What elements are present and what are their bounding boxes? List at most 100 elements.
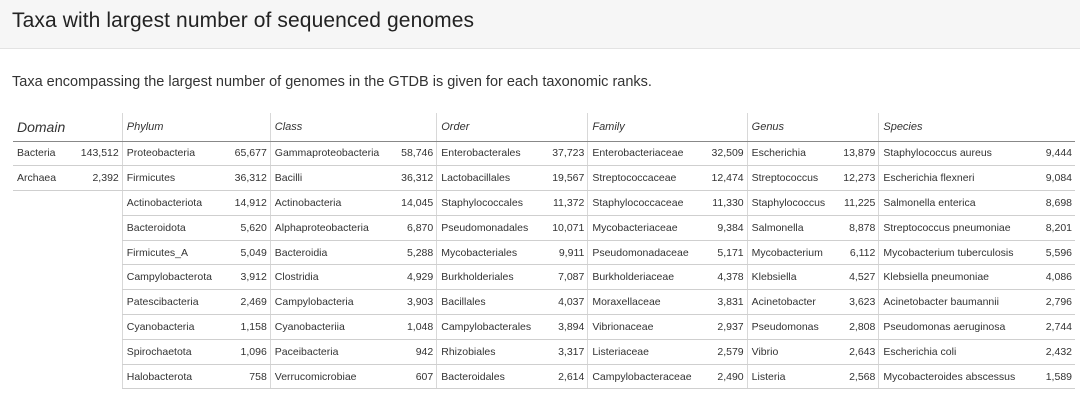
species-name-cell: Acinetobacter baumannii [878, 289, 1033, 316]
species-count-cell: 1,589 [1032, 364, 1075, 390]
species-count-cell: 5,596 [1032, 240, 1075, 266]
domain-empty-cell [72, 191, 122, 216]
column-header-genus: Genus [746, 113, 879, 142]
phylum-name-cell: Bacteroidota [121, 215, 227, 241]
genus-count-cell: 6,112 [836, 240, 879, 266]
class-count-cell: 3,903 [392, 289, 437, 316]
family-count-cell: 12,474 [703, 165, 748, 192]
family-count-cell: 5,171 [703, 240, 748, 266]
phylum-count-cell: 2,469 [226, 289, 271, 316]
species-count-cell: 9,084 [1032, 165, 1075, 192]
phylum-name-cell: Cyanobacteria [121, 314, 227, 340]
class-name-cell: Paceibacteria [269, 339, 393, 365]
genus-count-cell: 3,623 [836, 289, 879, 316]
order-name-cell: Mycobacteriales [436, 240, 545, 266]
column-header-phylum: Phylum [121, 113, 271, 142]
column-header-class: Class [269, 113, 437, 142]
order-name-cell: Staphylococcales [436, 190, 545, 216]
order-name-cell: Lactobacillales [436, 165, 545, 192]
family-count-cell: 4,378 [703, 264, 748, 291]
domain-empty-cell [72, 265, 122, 290]
genus-count-cell: 2,643 [836, 339, 879, 365]
phylum-name-cell: Firmicutes [121, 165, 227, 192]
species-name-cell: Streptococcus pneumoniae [878, 215, 1033, 241]
table-header-row: Domain Phylum Class Order Family Genus S… [13, 113, 1075, 142]
species-count-cell: 2,744 [1032, 314, 1075, 340]
class-name-cell: Bacilli [269, 165, 393, 192]
species-count-cell: 4,086 [1032, 264, 1075, 291]
domain-empty-cell [72, 290, 122, 315]
order-name-cell: Pseudomonadales [436, 215, 545, 241]
domain-empty-cell [72, 215, 122, 240]
order-name-cell: Burkholderiales [436, 264, 545, 291]
family-name-cell: Staphylococcaceae [587, 190, 704, 216]
class-count-cell: 942 [392, 339, 437, 365]
genus-name-cell: Pseudomonas [746, 314, 837, 340]
family-name-cell: Vibrionaceae [587, 314, 704, 340]
order-name-cell: Enterobacterales [436, 141, 545, 167]
column-header-species: Species [878, 113, 1075, 142]
species-name-cell: Salmonella enterica [878, 190, 1033, 216]
class-name-cell: Campylobacteria [269, 289, 393, 316]
class-name-cell: Cyanobacteriia [269, 314, 393, 340]
phylum-name-cell: Actinobacteriota [121, 190, 227, 216]
phylum-name-cell: Patescibacteria [121, 289, 227, 316]
species-count-cell: 8,698 [1032, 190, 1075, 216]
domain-empty-cell [13, 265, 72, 290]
domain-count-cell: 143,512 [72, 141, 123, 167]
family-name-cell: Streptococcaceae [587, 165, 704, 192]
domain-empty-cell [72, 315, 122, 340]
family-name-cell: Listeriaceae [587, 339, 704, 365]
class-name-cell: Bacteroidia [269, 240, 393, 266]
family-name-cell: Mycobacteriaceae [587, 215, 704, 241]
family-count-cell: 11,330 [703, 190, 748, 216]
order-name-cell: Campylobacterales [436, 314, 545, 340]
order-count-cell: 37,723 [544, 141, 588, 167]
phylum-count-cell: 1,096 [226, 339, 271, 365]
family-count-cell: 2,937 [703, 314, 748, 340]
column-header-domain: Domain [13, 113, 123, 142]
order-count-cell: 3,894 [544, 314, 588, 340]
domain-count-cell: 2,392 [72, 165, 123, 192]
species-name-cell: Staphylococcus aureus [878, 141, 1033, 167]
phylum-name-cell: Firmicutes_A [121, 240, 227, 266]
phylum-count-cell: 5,620 [226, 215, 271, 241]
class-name-cell: Actinobacteria [269, 190, 393, 216]
order-count-cell: 10,071 [544, 215, 588, 241]
class-count-cell: 6,870 [392, 215, 437, 241]
phylum-count-cell: 14,912 [226, 190, 271, 216]
class-name-cell: Alphaproteobacteria [269, 215, 393, 241]
table-row: Cyanobacteria 1,158 Cyanobacteriia 1,048 Cam… [13, 314, 1075, 340]
taxa-table: Domain Phylum Class Order Family Genus S… [13, 113, 1075, 390]
column-header-family: Family [587, 113, 748, 142]
genus-count-cell: 11,225 [836, 190, 879, 216]
genus-name-cell: Acinetobacter [746, 289, 837, 316]
genus-name-cell: Listeria [746, 364, 837, 390]
domain-empty-cell [13, 215, 72, 240]
genus-name-cell: Salmonella [746, 215, 837, 241]
species-count-cell: 8,201 [1032, 215, 1075, 241]
species-name-cell: Escherichia coli [878, 339, 1033, 365]
family-name-cell: Burkholderiaceae [587, 264, 704, 291]
phylum-name-cell: Proteobacteria [121, 141, 227, 167]
table-row: Campylobacterota 3,912 Clostridia 4,929 Burk… [13, 264, 1075, 291]
class-count-cell: 607 [392, 364, 437, 390]
order-count-cell: 3,317 [544, 339, 588, 365]
species-name-cell: Mycobacteroides abscessus [878, 364, 1033, 390]
class-count-cell: 58,746 [392, 141, 437, 167]
order-name-cell: Bacteroidales [436, 364, 545, 390]
domain-name-cell: Bacteria [13, 141, 73, 167]
genus-name-cell: Streptococcus [746, 165, 837, 192]
domain-empty-cell [13, 364, 72, 389]
family-count-cell: 32,509 [703, 141, 748, 167]
page-title: Taxa with largest number of sequenced ge… [12, 9, 475, 32]
family-count-cell: 3,831 [703, 289, 748, 316]
order-name-cell: Bacillales [436, 289, 545, 316]
order-count-cell: 11,372 [544, 190, 588, 216]
class-count-cell: 14,045 [392, 190, 437, 216]
domain-empty-cell [13, 240, 72, 265]
table-row: Spirochaetota 1,096 Paceibacteria 942 Rhizob… [13, 339, 1075, 365]
family-count-cell: 2,490 [703, 364, 748, 390]
table-row: Bacteria 143,512 Proteobacteria 65,677 Gamma… [13, 141, 1075, 167]
order-count-cell: 19,567 [544, 165, 588, 192]
